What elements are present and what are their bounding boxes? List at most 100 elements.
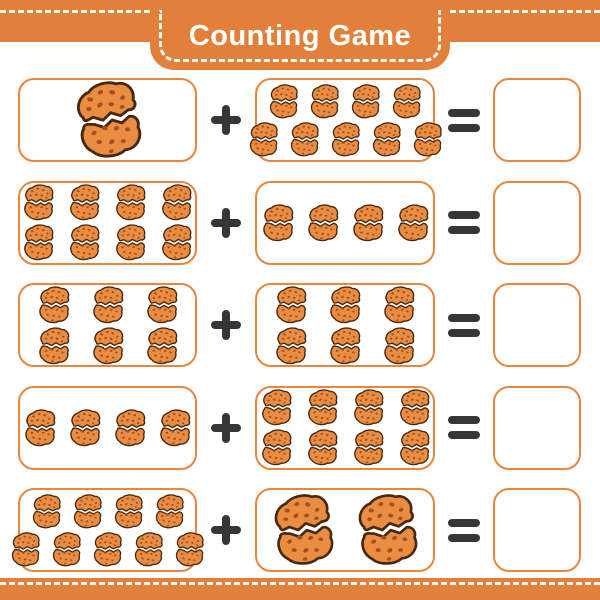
plus-wrap [197,310,255,340]
cookie-icon [348,203,388,243]
cookie-group-row [28,493,188,530]
addend-box-left [18,78,197,162]
answer-box[interactable] [493,180,581,265]
cookie-group-row [19,183,196,222]
cookie-group-row [7,531,208,568]
cookie-icon [142,326,182,366]
cookie-icon [28,493,65,530]
addend-box-left [18,180,197,265]
plus-icon [211,207,241,238]
title-banner: Counting Game [150,0,450,70]
equals-icon [448,416,480,439]
cookie-icon [69,493,106,530]
cookie-icon [388,83,425,120]
cookie-icon [265,83,302,120]
cookie-icon [379,285,419,325]
cookie-group-row [271,326,419,366]
cookie-group-row [258,203,433,243]
cookie-icon [7,531,44,568]
cookie-icon [259,486,347,574]
addend-box-right [255,488,435,572]
addend-box-right [255,78,435,162]
cookie-group-row [245,121,446,158]
cookie-icon [19,183,58,222]
cookie-icon [130,531,167,568]
addend-box-left [18,283,197,367]
bottom-border-band [0,578,600,600]
plus-icon [211,105,241,135]
equals-wrap [435,211,493,234]
cookie-icon [257,388,296,427]
cookie-icon [327,121,364,158]
plus-wrap [197,412,255,443]
cookie-group-row [20,408,195,448]
cookie-icon [245,121,282,158]
cookie-icon [349,388,388,427]
cookie-group-row [67,79,149,161]
cookie-icon [393,203,433,243]
cookie-icon [110,493,147,530]
plus-icon [211,515,241,545]
cookie-icon [111,183,150,222]
answer-box[interactable] [493,78,581,162]
cookie-group-row [271,285,419,325]
equals-wrap [435,313,493,337]
cookie-icon [65,183,104,222]
cookie-icon [368,121,405,158]
cookie-icon [325,326,365,366]
cookie-icon [306,83,343,120]
cookie-icon [343,486,431,574]
cookie-icon [157,183,196,222]
cookie-icon [303,428,342,467]
cookie-icon [88,285,128,325]
addend-box-left [18,488,197,572]
cookie-icon [395,428,434,467]
equals-icon [448,518,480,542]
cookie-icon [349,428,388,467]
cookie-icon [379,326,419,366]
page-title: Counting Game [188,19,412,52]
plus-wrap [197,515,255,545]
cookie-icon [395,388,434,427]
addend-box-right [255,180,435,265]
cookie-icon [303,388,342,427]
cookie-icon [20,408,60,448]
cookie-icon [59,71,156,168]
problem-row-3 [0,283,600,367]
plus-icon [211,412,241,443]
cookie-icon [286,121,323,158]
cookie-icon [34,285,74,325]
answer-box[interactable] [493,385,581,470]
problem-row-4 [0,385,600,470]
cookie-icon [65,223,104,262]
problems-list [0,78,600,572]
cookie-icon [347,83,384,120]
problem-row-5 [0,488,600,572]
cookie-group-row [265,492,425,568]
cookie-group-row [257,428,434,467]
cookie-icon [142,285,182,325]
cookie-icon [89,531,126,568]
cookie-icon [111,223,150,262]
plus-wrap [197,105,255,135]
cookie-icon [271,326,311,366]
cookie-icon [257,428,296,467]
answer-box[interactable] [493,488,581,572]
cookie-icon [65,408,105,448]
cookie-icon [151,493,188,530]
cookie-icon [48,531,85,568]
equals-wrap [435,518,493,542]
plus-icon [211,310,241,340]
answer-box[interactable] [493,283,581,367]
cookie-icon [19,223,58,262]
plus-wrap [197,207,255,238]
equals-icon [448,313,480,337]
cookie-icon [110,408,150,448]
addend-box-right [255,283,435,367]
problem-row-1 [0,78,600,162]
addend-box-left [18,385,197,470]
cookie-icon [155,408,195,448]
cookie-icon [157,223,196,262]
equals-wrap [435,108,493,132]
cookie-icon [303,203,343,243]
